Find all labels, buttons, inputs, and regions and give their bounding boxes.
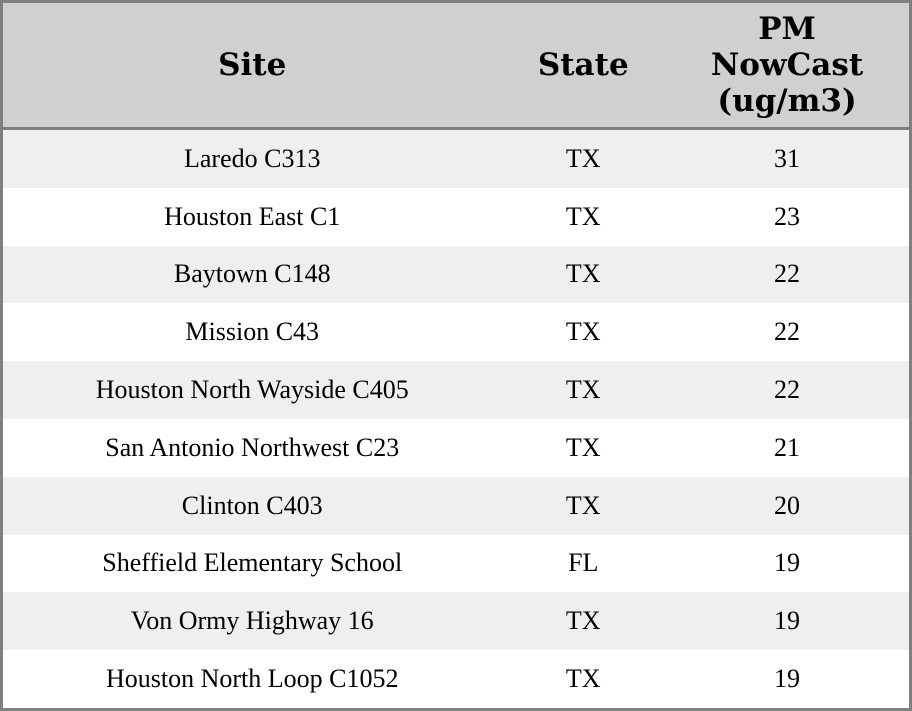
- pm-nowcast-cell: 19: [774, 606, 801, 636]
- pm-nowcast-cell: 22: [774, 375, 801, 405]
- table-row: Houston East C1 TX 23: [1, 187, 911, 246]
- site-cell: Sheffield Elementary School: [102, 548, 403, 578]
- pm-nowcast-cell: 19: [774, 548, 801, 578]
- state-cell: TX: [565, 664, 601, 694]
- table-row: San Antonio Northwest C23 TX 21: [1, 418, 911, 477]
- site-cell: Mission C43: [185, 317, 320, 347]
- table-body: Laredo C313 TX 31 Houston East C1 TX 23 …: [1, 128, 911, 710]
- pm-nowcast-cell: 31: [774, 143, 801, 173]
- pm-nowcast-cell: 22: [774, 259, 801, 289]
- site-cell: San Antonio Northwest C23: [105, 432, 400, 462]
- table-row: Sheffield Elementary School FL 19: [1, 534, 911, 593]
- site-cell: Clinton C403: [181, 490, 323, 520]
- state-cell: TX: [565, 375, 601, 405]
- site-cell: Baytown C148: [173, 259, 331, 289]
- site-cell: Laredo C313: [183, 143, 321, 173]
- site-cell: Houston North Wayside C405: [95, 375, 409, 405]
- table-row: Clinton C403 TX 20: [1, 476, 911, 535]
- pm-nowcast-cell: 22: [774, 317, 801, 347]
- table-row: Houston North Wayside C405 TX 22: [1, 361, 911, 419]
- pm-header-line-1: PM: [758, 11, 816, 47]
- site-cell: Houston North Loop C1052: [105, 664, 399, 694]
- pm-nowcast-cell: 19: [774, 664, 801, 694]
- table-row: Houston North Loop C1052 TX 19: [1, 650, 911, 710]
- state-cell: TX: [565, 490, 601, 520]
- column-header-site: Site: [1, 1, 502, 130]
- column-header-state: State: [501, 1, 666, 130]
- site-cell: Houston East C1: [164, 201, 341, 231]
- column-header-pm-nowcast: PM NowCast (ug/m3): [665, 1, 911, 130]
- state-cell: TX: [565, 259, 601, 289]
- pm-header-line-3: (ug/m3): [717, 83, 857, 119]
- table-row: Mission C43 TX 22: [1, 303, 911, 362]
- pm-nowcast-cell: 21: [774, 432, 801, 462]
- site-cell: Von Ormy Highway 16: [130, 606, 374, 636]
- table-header: Site State PM NowCast (ug/m3): [1, 1, 911, 130]
- state-cell: FL: [568, 548, 599, 578]
- pm-nowcast-cell: 23: [774, 201, 801, 231]
- state-cell: TX: [565, 143, 601, 173]
- pm-nowcast-cell: 20: [774, 490, 801, 520]
- table-row: Baytown C148 TX 22: [1, 245, 911, 304]
- header-row: Site State PM NowCast (ug/m3): [1, 1, 911, 130]
- state-cell: TX: [565, 606, 601, 636]
- state-cell: TX: [565, 432, 601, 462]
- pm-header-line-2: NowCast: [710, 47, 864, 83]
- state-cell: TX: [565, 201, 601, 231]
- state-cell: TX: [565, 317, 601, 347]
- table-row: Von Ormy Highway 16 TX 19: [1, 592, 911, 651]
- table-row: Laredo C313 TX 31: [1, 128, 911, 188]
